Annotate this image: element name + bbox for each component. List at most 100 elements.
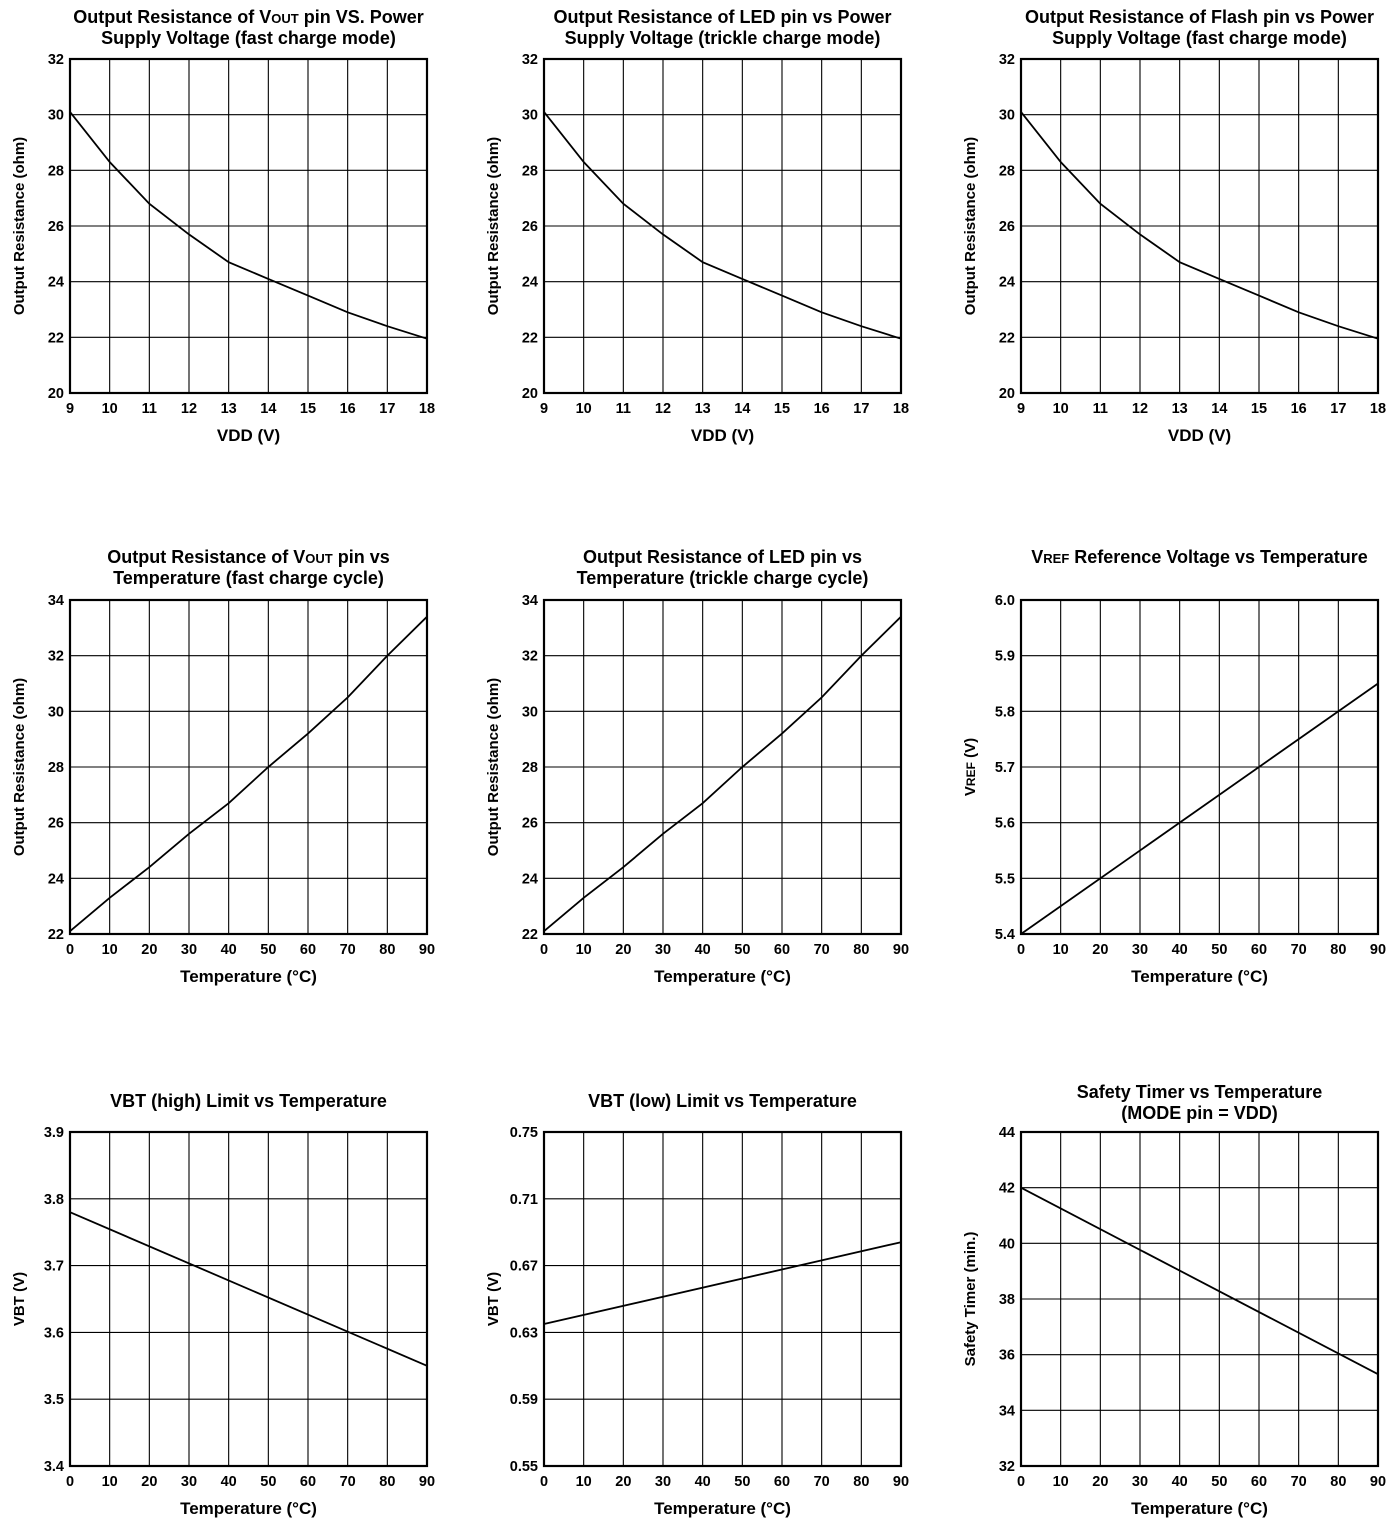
x-tick-label: 50 [1211, 1474, 1227, 1490]
y-tick-label: 24 [999, 275, 1015, 291]
x-tick-label: 10 [576, 1474, 592, 1490]
text-part: Output Resistance (ohm) [11, 137, 28, 315]
y-axis-label: Output Resistance (ohm) [485, 137, 502, 315]
y-tick-label: 28 [999, 163, 1015, 179]
y-axis-label: VREF (V) [962, 738, 979, 796]
x-tick-label: 30 [181, 1474, 197, 1490]
y-tick-label: 0.55 [510, 1459, 538, 1475]
text-part: Temperature (trickle charge cycle) [577, 568, 869, 588]
y-tick-label: 30 [48, 704, 64, 720]
x-axis-label: Temperature (°C) [180, 1499, 317, 1518]
x-tick-label: 10 [102, 401, 118, 417]
y-tick-label: 34 [999, 1403, 1015, 1419]
y-tick-label: 0.75 [510, 1125, 538, 1141]
chart-panel-5: Output Resistance of LED pin vsTemperatu… [485, 547, 909, 986]
x-tick-label: 11 [1093, 401, 1108, 417]
x-tick-label: 20 [615, 1474, 631, 1490]
text-part: (V) [962, 738, 979, 762]
chart-title-line: Output Resistance of LED pin vs [583, 547, 862, 567]
x-tick-label: 17 [853, 401, 869, 417]
text-part: Output Resistance (ohm) [11, 678, 28, 856]
series-line [543, 616, 902, 932]
y-tick-label: 24 [522, 275, 538, 291]
chart-title-line: Safety Timer vs Temperature [1077, 1082, 1322, 1102]
series-line [69, 1211, 428, 1367]
x-tick-label: 50 [260, 942, 276, 958]
x-tick-label: 80 [1330, 942, 1346, 958]
x-tick-label: 30 [181, 942, 197, 958]
text-part: Output Resistance of Flash pin vs Power [1025, 7, 1374, 27]
x-tick-label: 15 [300, 401, 316, 417]
y-tick-label: 0.67 [510, 1259, 538, 1275]
y-axis-label: Safety Timer (min.) [962, 1232, 979, 1367]
x-tick-label: 40 [221, 942, 237, 958]
text-part: VBT (low) Limit vs Temperature [588, 1091, 857, 1111]
chart-panel-7: VBT (high) Limit vs Temperature 0 10 20 30 40… [11, 1091, 435, 1518]
y-tick-label: 26 [999, 219, 1015, 235]
y-tick-label: 22 [522, 927, 538, 943]
chart-panel-2: Output Resistance of LED pin vs PowerSup… [485, 7, 909, 445]
x-tick-label: 50 [1211, 942, 1227, 958]
x-tick-label: 14 [734, 401, 750, 417]
chart-panel-9: Safety Timer vs Temperature(MODE pin = V… [962, 1082, 1386, 1518]
series-line [69, 111, 428, 340]
y-tick-label: 38 [999, 1292, 1015, 1308]
x-tick-label: 18 [419, 401, 435, 417]
chart-title-line: VBT (low) Limit vs Temperature [588, 1091, 857, 1111]
plot-frame [1019, 598, 1380, 936]
x-tick-label: 40 [695, 942, 711, 958]
y-tick-label: 32 [999, 52, 1015, 68]
text-part: VBT (V) [485, 1272, 502, 1326]
y-tick-label: 30 [48, 108, 64, 124]
chart-panel-8: VBT (low) Limit vs Temperature 0 10 20 30 40 5… [485, 1091, 909, 1518]
y-tick-label: 22 [999, 330, 1015, 346]
y-tick-label: 24 [48, 275, 64, 291]
text-part: Output Resistance of V [107, 547, 305, 567]
x-axis-label: VDD (V) [691, 426, 754, 445]
text-part: Supply Voltage (trickle charge mode) [565, 28, 881, 48]
y-tick-label: 24 [48, 871, 64, 887]
y-tick-label: 32 [48, 649, 64, 665]
subscript-text: REF [964, 762, 978, 786]
text-part: Output Resistance of LED pin vs Power [553, 7, 891, 27]
y-tick-label: 3.4 [44, 1459, 64, 1475]
x-tick-label: 40 [695, 1474, 711, 1490]
y-tick-label: 22 [48, 330, 64, 346]
text-part: Safety Timer (min.) [962, 1232, 979, 1367]
y-tick-label: 3.9 [44, 1125, 64, 1141]
y-tick-label: 6.0 [995, 593, 1015, 609]
x-tick-label: 30 [1132, 942, 1148, 958]
plot-frame [68, 57, 429, 395]
y-tick-label: 5.9 [995, 649, 1015, 665]
x-tick-label: 0 [540, 942, 548, 958]
x-tick-label: 50 [734, 942, 750, 958]
y-tick-label: 5.7 [995, 760, 1015, 776]
text-part: VBT (high) Limit vs Temperature [110, 1091, 387, 1111]
subscript-text: REF [1043, 551, 1069, 566]
plot-frame [542, 57, 903, 395]
x-tick-label: 0 [1017, 942, 1025, 958]
text-part: Output Resistance (ohm) [485, 137, 502, 315]
series-line [543, 111, 902, 340]
x-tick-label: 0 [66, 1474, 74, 1490]
y-axis-label: Output Resistance (ohm) [962, 137, 979, 315]
x-tick-label: 10 [576, 401, 592, 417]
y-tick-label: 32 [999, 1459, 1015, 1475]
chart-title-line: Output Resistance of VOUT pin VS. Power [73, 7, 424, 27]
plot-frame [542, 598, 903, 936]
x-tick-label: 11 [616, 401, 631, 417]
y-tick-label: 0.71 [510, 1192, 538, 1208]
y-axis-label: VBT (V) [11, 1272, 28, 1326]
series-line [543, 1241, 902, 1325]
x-tick-label: 70 [340, 1474, 356, 1490]
text-part: Output Resistance of V [73, 7, 271, 27]
y-tick-label: 3.8 [44, 1192, 64, 1208]
y-tick-label: 20 [48, 386, 64, 402]
x-tick-label: 60 [774, 1474, 790, 1490]
x-tick-label: 13 [1172, 401, 1188, 417]
y-tick-label: 5.6 [995, 816, 1015, 832]
plot-frame [1019, 57, 1380, 395]
y-tick-label: 20 [999, 386, 1015, 402]
text-part: (MODE pin = VDD) [1121, 1103, 1278, 1123]
